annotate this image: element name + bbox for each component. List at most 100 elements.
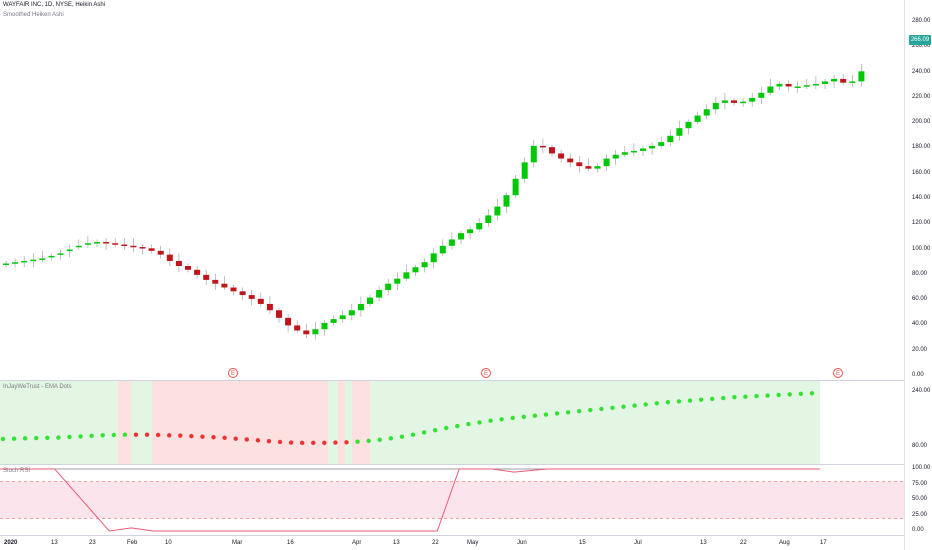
candle-up	[30, 259, 37, 262]
ema-dot	[333, 440, 338, 445]
candle-up	[430, 253, 437, 263]
ema-dot	[388, 436, 394, 441]
time-axis-divider	[0, 535, 905, 536]
ema-dot	[56, 435, 61, 440]
ema-dot	[211, 435, 216, 440]
ema-dot	[776, 392, 781, 398]
time-tick: 13	[700, 540, 707, 546]
indicator-label[interactable]: Smoothed Heiken Ashi	[3, 12, 64, 18]
axis-separator	[904, 0, 905, 550]
ema-dot	[366, 438, 371, 444]
candle-up	[57, 253, 64, 255]
time-tick: 13	[393, 540, 400, 546]
candle-up	[530, 145, 537, 163]
time-tick: 22	[740, 540, 747, 546]
price-axis[interactable]: 280.00 260.00 240.00 220.00 200.00 180.00 160.…	[905, 0, 932, 380]
candle-down	[194, 269, 201, 275]
candle-up	[612, 154, 619, 159]
candle-up	[640, 148, 646, 151]
rsi-pane-title[interactable]: Stoch RSI	[3, 468, 31, 474]
pane-divider[interactable]	[0, 380, 905, 381]
bearish-zone	[118, 381, 131, 464]
candle-up	[12, 262, 19, 264]
candle-up	[776, 83, 783, 87]
price-tick: 20.00	[912, 346, 928, 353]
bullish-zone	[131, 381, 152, 464]
candle-down	[166, 254, 173, 261]
candle-down	[130, 245, 137, 248]
chart-title: WAYFAIR INC, 1D, NYSE, Heikin Ashi	[3, 2, 106, 8]
time-tick: Aug	[779, 540, 790, 546]
ema-dot	[610, 405, 615, 411]
ema-dot	[377, 437, 382, 442]
ema-dot	[0, 436, 6, 442]
ema-dot	[721, 395, 726, 401]
candle-up	[330, 319, 337, 323]
candle-up	[94, 241, 100, 244]
rsi-tick: 75.00	[912, 480, 928, 487]
candle-down	[585, 166, 592, 169]
ema-dot	[643, 402, 648, 407]
time-tick: 15	[579, 540, 586, 546]
candle-down	[175, 260, 182, 267]
price-tick: 100.00	[912, 245, 931, 252]
candle-down	[567, 158, 574, 163]
candle-up	[348, 310, 355, 316]
ema-dot	[155, 432, 161, 438]
ema-pane-title[interactable]: InJayWeTrust - EMA Dots	[3, 384, 72, 390]
ema-dot	[322, 440, 327, 446]
bullish-zone	[345, 381, 352, 464]
ema-dot	[45, 435, 50, 440]
candle-up	[822, 81, 828, 84]
ema-dots-pane[interactable]	[0, 381, 905, 464]
ema-dot	[765, 393, 770, 398]
pane-divider[interactable]	[0, 464, 905, 465]
ema-dot	[399, 434, 405, 439]
ema-dot	[178, 433, 183, 438]
candle-up	[3, 263, 9, 265]
bullish-zone	[328, 381, 338, 464]
price-tick: 220.00	[912, 93, 931, 100]
ema-dot	[111, 432, 117, 438]
ema-dot	[654, 401, 659, 406]
main-price-chart[interactable]	[0, 0, 905, 380]
candle-up	[749, 97, 756, 102]
candle-up	[476, 223, 483, 230]
price-tick: 260.00	[912, 43, 931, 50]
candle-down	[539, 145, 546, 148]
ema-dot	[89, 433, 94, 439]
ema-dot	[510, 415, 515, 421]
candle-down	[285, 317, 292, 326]
ema-dot	[255, 438, 261, 443]
ema-dot	[577, 409, 582, 414]
ema-dot	[355, 439, 360, 444]
ema-dot	[709, 396, 715, 402]
candle-up	[812, 83, 819, 86]
time-tick: 2020	[4, 540, 18, 546]
candle-up	[630, 150, 637, 153]
ema-dot	[167, 433, 172, 438]
candle-down	[203, 274, 210, 280]
price-tick: 140.00	[912, 195, 931, 201]
earnings-marker[interactable]: E	[481, 368, 491, 378]
ema-dot	[133, 432, 139, 437]
bearish-zone	[152, 381, 328, 464]
candle-up	[803, 85, 810, 87]
ema-dot	[787, 392, 792, 397]
candle-up	[312, 329, 319, 335]
candle-up	[621, 152, 628, 155]
earnings-marker[interactable]: E	[833, 368, 843, 378]
candle-up	[685, 121, 692, 129]
ema-dot	[466, 421, 471, 427]
earnings-marker[interactable]: E	[228, 368, 238, 378]
time-tick: Mar	[232, 540, 243, 546]
ema-dot	[222, 435, 227, 440]
ema-dot	[100, 433, 105, 438]
candle-up	[721, 100, 728, 103]
ema-dot	[288, 440, 294, 445]
ema-dot	[565, 410, 571, 415]
candle-down	[212, 279, 219, 284]
ema-dot	[488, 418, 493, 423]
stoch-rsi-pane[interactable]	[0, 465, 905, 535]
candle-up	[603, 158, 610, 167]
